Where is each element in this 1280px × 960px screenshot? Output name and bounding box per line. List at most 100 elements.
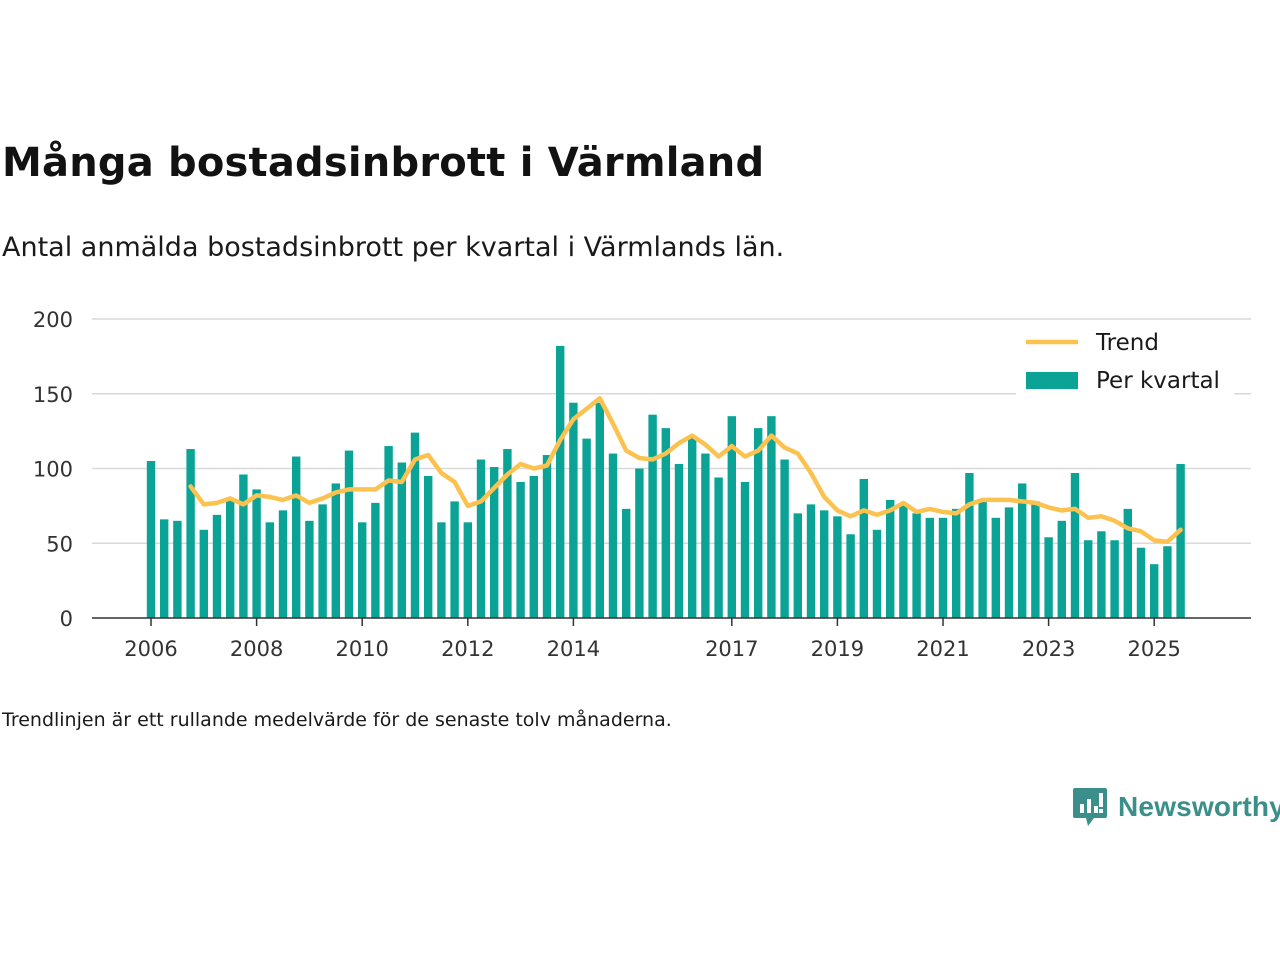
bar — [344, 450, 354, 618]
brand-logo: Newsworthy — [1072, 786, 1280, 828]
bar — [688, 435, 697, 618]
bar — [1004, 507, 1014, 618]
y-tick-label: 50 — [46, 532, 73, 556]
bar — [714, 477, 723, 618]
bar — [582, 438, 591, 618]
bar — [595, 402, 604, 618]
bar — [952, 508, 961, 618]
bar — [410, 432, 420, 618]
footnote: Trendlinjen är ett rullande medelvärde f… — [2, 709, 672, 731]
bar — [991, 517, 1000, 618]
x-tick-label: 2023 — [1022, 637, 1075, 661]
bar — [1123, 508, 1132, 618]
y-tick-label: 100 — [33, 458, 73, 482]
x-tick-label: 2012 — [441, 637, 494, 661]
bar — [476, 459, 486, 618]
bar-series — [146, 345, 1185, 618]
bar — [899, 504, 908, 618]
bar — [437, 522, 446, 618]
bar — [661, 428, 670, 618]
bar — [292, 456, 301, 618]
bar — [608, 453, 618, 618]
y-tick-label: 0 — [60, 607, 73, 631]
legend-bar-swatch — [1026, 372, 1078, 389]
x-tick-label: 2021 — [916, 637, 969, 661]
x-tick-label: 2017 — [705, 637, 758, 661]
bar — [212, 514, 222, 618]
bar — [648, 414, 657, 618]
bar — [846, 534, 855, 618]
trend-line — [188, 395, 1183, 545]
bar — [622, 508, 631, 618]
bar — [965, 472, 974, 618]
bar — [1018, 483, 1027, 618]
legend-trend-label: Trend — [1095, 330, 1159, 356]
bar — [833, 516, 842, 618]
bar — [503, 449, 512, 618]
bar — [674, 464, 684, 618]
bar — [265, 522, 274, 618]
bar — [226, 499, 235, 618]
bar — [1150, 564, 1159, 618]
bar — [516, 481, 525, 618]
bar — [239, 474, 248, 618]
bar — [740, 481, 750, 618]
x-axis-ticks: 2006 2008 2010 2012 2014 2017 2019 2021 2023 2025 — [124, 618, 1181, 661]
bar — [252, 489, 261, 618]
x-tick-label: 2025 — [1127, 637, 1180, 661]
legend: Trend Per kvartal — [1016, 320, 1234, 396]
bar — [160, 519, 169, 618]
bar — [938, 517, 948, 618]
y-tick-label: 200 — [33, 308, 73, 332]
bar — [199, 529, 208, 618]
bar — [912, 513, 921, 618]
bar — [1097, 531, 1106, 618]
bar — [358, 522, 367, 618]
legend-bar-label: Per kvartal — [1096, 368, 1220, 394]
y-axis-ticks: 0 50 100 150 200 — [33, 308, 73, 631]
chart-subtitle: Antal anmälda bostadsinbrott per kvartal… — [2, 232, 785, 263]
bar — [397, 462, 406, 618]
bar — [886, 499, 895, 618]
bar — [146, 461, 156, 618]
bar — [793, 513, 802, 618]
x-tick-label: 2008 — [230, 637, 283, 661]
bar — [450, 501, 459, 618]
bar — [780, 459, 789, 618]
bar — [186, 449, 195, 618]
bar — [1163, 546, 1172, 618]
bar — [490, 467, 499, 618]
bar — [569, 402, 578, 618]
bar — [806, 504, 816, 618]
x-tick-label: 2006 — [124, 637, 177, 661]
bar — [701, 453, 710, 618]
bar — [278, 510, 288, 618]
x-tick-label: 2014 — [547, 637, 600, 661]
bar — [1176, 464, 1185, 618]
bar — [1136, 547, 1146, 618]
bar — [820, 510, 829, 618]
bar — [1084, 540, 1093, 618]
bar — [529, 475, 538, 618]
x-tick-label: 2010 — [335, 637, 388, 661]
newsworthy-icon — [1073, 788, 1107, 826]
y-tick-label: 150 — [33, 383, 73, 407]
bar — [318, 504, 327, 618]
x-tick-label: 2019 — [811, 637, 864, 661]
bar — [872, 529, 882, 618]
bar — [978, 501, 987, 618]
bar — [1057, 520, 1066, 618]
bar — [754, 428, 763, 618]
bar — [463, 522, 472, 618]
chart-title: Många bostadsinbrott i Värmland — [2, 140, 765, 186]
bar — [635, 468, 644, 618]
bar — [1110, 540, 1119, 618]
bar — [556, 345, 565, 618]
bar — [767, 416, 776, 618]
bar — [371, 502, 380, 618]
brand-name: Newsworthy — [1118, 791, 1280, 822]
bar-chart: 0 50 100 150 200 2006 2008 2010 2012 2014 2017 201… — [33, 308, 1251, 661]
bar — [925, 517, 934, 618]
bar — [542, 455, 552, 618]
bar — [859, 478, 868, 618]
